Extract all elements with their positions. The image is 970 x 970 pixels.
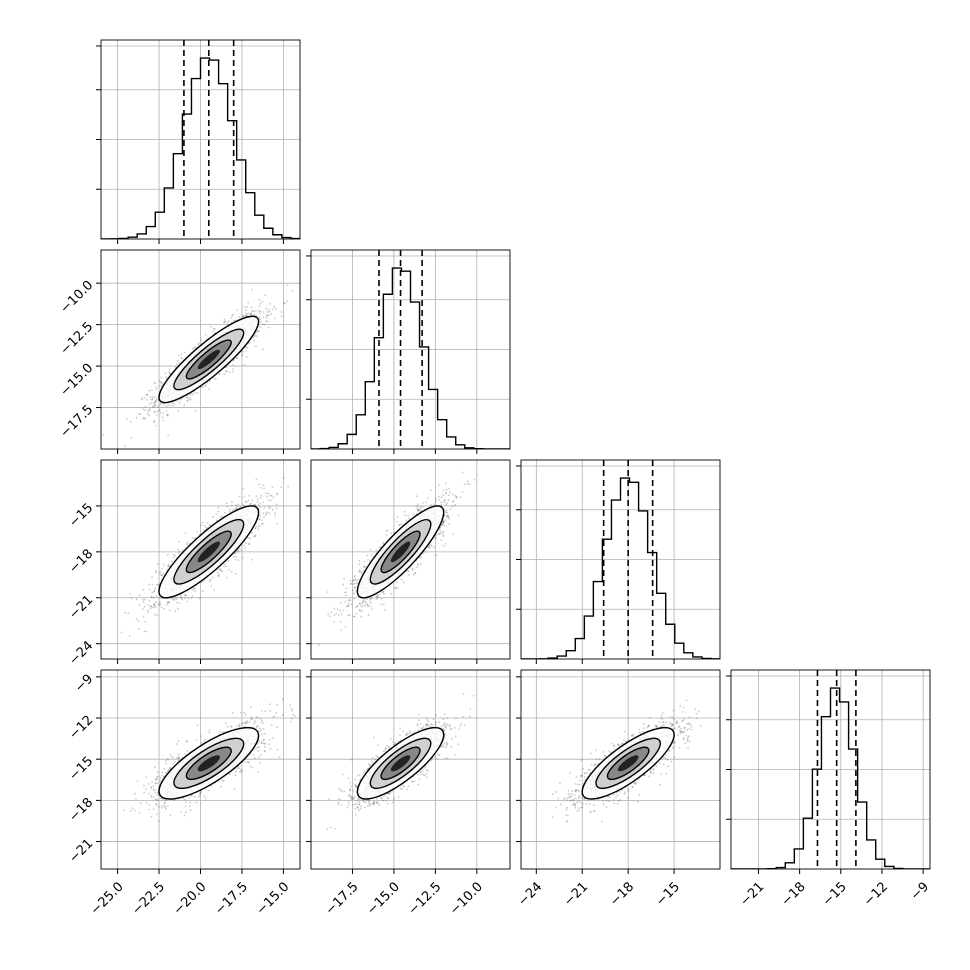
x-tick-label: −15 [820,879,850,909]
contour-2 [380,746,421,781]
x-tick-label: −24 [515,879,545,909]
scatter-panel-1-0: −17.5−15.0−12.5−10.0 [58,249,301,454]
y-tick-label: −17.5 [58,402,97,441]
y-tick-label: −24 [66,638,96,668]
y-tick-label: −15.0 [58,361,97,400]
x-tick-label: −18 [779,879,809,909]
contour-1 [173,518,245,585]
density-region [158,315,260,404]
panel-frame [520,459,721,660]
contour-2 [606,746,650,781]
histogram-line [311,267,510,449]
density-region [158,726,260,800]
x-tick-label: −15.0 [254,879,293,918]
scatter-panel-2-0: −24 −21 −18 −15 [66,459,301,668]
x-tick-label: −21 [737,879,767,909]
y-tick-label: −12.5 [58,319,97,358]
scatter-panel-3-0: −21 −18 −15 −12 −9 −25.0 −22.5 −20.0 −17.5 −15.0 [66,669,301,918]
x-tick-label: −17.5 [323,879,362,918]
scatter-panel-2-1 [306,459,511,664]
panel-frame [520,669,721,870]
y-tick-label: −12 [66,713,96,743]
contour-2 [185,339,232,380]
density-region [158,505,260,599]
contour-0 [581,726,675,800]
x-tick-label: −21 [561,879,591,909]
panel-frame [310,249,511,450]
x-tick-label: −9 [908,879,932,903]
histogram-panel-1 [306,249,511,454]
x-tick-label: −10.0 [447,879,486,918]
contour-1 [173,328,245,391]
histogram-panel-0 [96,39,301,244]
histogram-line [101,57,300,239]
x-tick-label: −15.0 [364,879,403,918]
contour-2 [185,746,232,781]
contour-0 [356,726,445,800]
scatter-panel-3-2: −24 −21 −18 −15 [515,669,721,909]
contour-0 [158,505,260,599]
panel-frame [310,669,511,870]
y-tick-label: −15 [66,501,96,531]
histogram-line [521,477,720,659]
panel-frame [730,669,931,870]
density-region [356,726,445,800]
contour-2 [380,530,421,574]
contour-1 [173,737,245,790]
y-tick-label: −21 [66,836,96,866]
x-tick-label: −25.0 [88,879,127,918]
contour-1 [595,737,662,790]
y-tick-label: −18 [66,795,96,825]
x-tick-label: −20.0 [171,879,210,918]
histogram-line [731,687,930,869]
contour-0 [158,315,260,404]
panel-frame [310,459,511,660]
contour-1 [369,737,432,790]
x-tick-label: −18 [607,879,637,909]
x-tick-label: −12.5 [406,879,445,918]
scatter-panel-3-1: −17.5 −15.0 −12.5 −10.0 [306,669,511,918]
contour-0 [356,505,445,599]
y-tick-label: −9 [72,672,96,696]
density-region [356,505,445,599]
histogram-panel-2 [516,459,721,664]
histogram-panel-3: −21 −18 −15 −12 −9 [726,669,932,909]
x-tick-label: −15 [653,879,683,909]
y-tick-label: −18 [66,547,96,577]
y-tick-label: −21 [66,592,96,622]
contour-2 [185,530,232,574]
y-tick-label: −15 [66,754,96,784]
x-tick-label: −17.5 [212,879,251,918]
x-tick-label: −22.5 [129,879,168,918]
density-region [581,726,675,800]
contour-1 [369,518,432,585]
x-tick-label: −12 [861,879,891,909]
contour-0 [158,726,260,800]
y-tick-label: −10.0 [58,278,97,317]
